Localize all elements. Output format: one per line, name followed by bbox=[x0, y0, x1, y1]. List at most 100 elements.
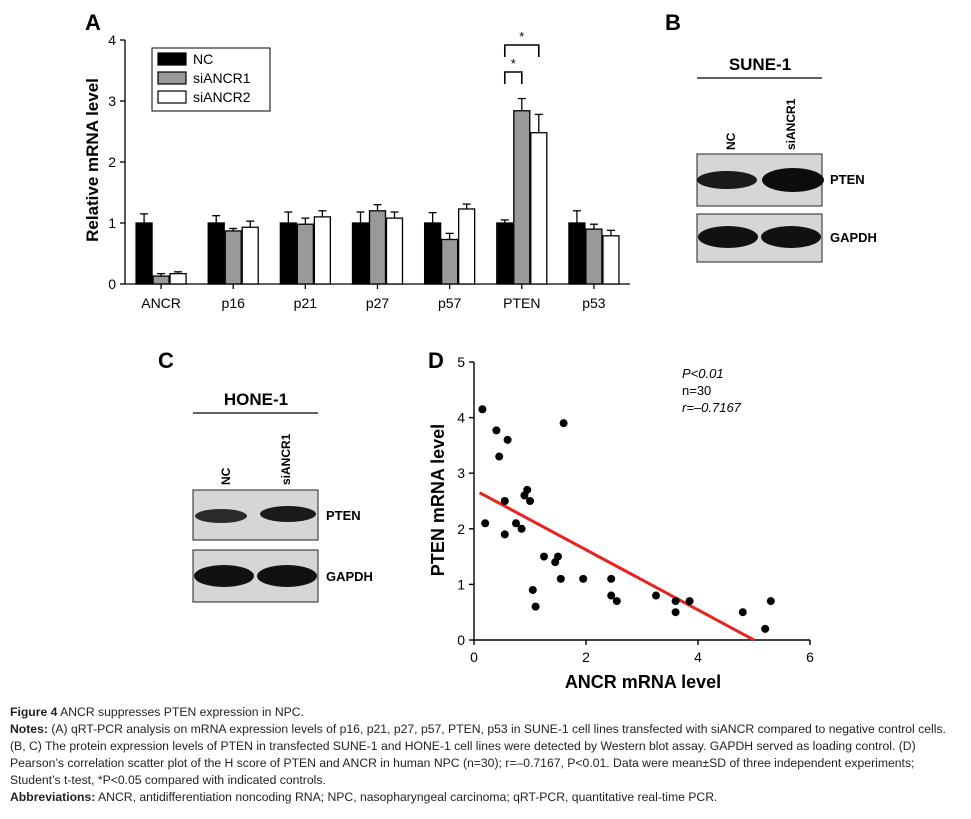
scatter-point bbox=[500, 497, 509, 505]
scatter-point bbox=[671, 597, 680, 606]
scatter-point bbox=[495, 452, 504, 461]
scatter-y-tick-label: 3 bbox=[457, 465, 465, 481]
bar bbox=[296, 223, 315, 285]
scatter-point bbox=[512, 519, 520, 528]
bar bbox=[207, 222, 225, 285]
caption-figure-label: Figure 4 bbox=[10, 705, 58, 719]
bar-x-tick-label: PTEN bbox=[503, 295, 540, 311]
scatter-y-tick-label: 5 bbox=[457, 354, 465, 370]
panel-label-c: C bbox=[158, 348, 174, 373]
bar-x-tick-label: ANCR bbox=[141, 295, 181, 311]
legend-swatch bbox=[157, 52, 187, 66]
blot-b-lane-nc: NC bbox=[724, 132, 738, 150]
blot-b-gapdh-label: GAPDH bbox=[830, 230, 877, 245]
bar-x-tick-label: p16 bbox=[222, 295, 246, 311]
scatter-point bbox=[738, 608, 747, 617]
caption-figure-title: ANCR suppresses PTEN expression in NPC. bbox=[60, 705, 304, 719]
legend-swatch bbox=[157, 90, 187, 104]
blot-c-lane-nc: NC bbox=[219, 467, 233, 485]
scatter-y-axis-label: PTEN mRNA level bbox=[428, 424, 448, 576]
bar bbox=[351, 222, 370, 285]
bar bbox=[585, 228, 603, 285]
scatter-point bbox=[517, 524, 526, 533]
legend-swatch bbox=[157, 71, 187, 85]
significance-bracket-nc-siancr2 bbox=[503, 44, 540, 57]
scatter-y-tick-label: 4 bbox=[457, 410, 465, 426]
blot-c-gapdh-band-nc bbox=[194, 565, 254, 587]
bar bbox=[169, 272, 187, 285]
blot-c-gapdh-band-siancr1 bbox=[257, 565, 317, 587]
blot-c-pten-band-panel bbox=[192, 489, 319, 541]
blot-b-gapdh-band-nc bbox=[698, 226, 758, 248]
scatter-annotation-n: n=30 bbox=[682, 383, 711, 398]
scatter-x-axis-label: ANCR mRNA level bbox=[565, 672, 721, 692]
scatter-y-tick-label: 0 bbox=[457, 632, 465, 648]
bar-y-tick-label: 1 bbox=[108, 215, 116, 231]
bar-y-tick-label: 3 bbox=[108, 93, 116, 109]
scatter-annotation-p: P<0.01 bbox=[682, 366, 724, 381]
scatter-x-tick-label: 2 bbox=[582, 649, 590, 665]
bar bbox=[496, 222, 514, 285]
bar bbox=[368, 210, 387, 285]
caption-title-line: Figure 4 ANCR suppresses PTEN expression… bbox=[10, 704, 960, 721]
bar bbox=[530, 132, 548, 285]
scatter-point bbox=[559, 419, 568, 428]
blot-c-gapdh-band-panel bbox=[192, 549, 319, 603]
bar bbox=[385, 217, 404, 285]
bar-y-tick-label: 4 bbox=[108, 32, 116, 48]
blot-b-gapdh-band-panel bbox=[696, 213, 823, 263]
caption-notes-text: (A) qRT-PCR analysis on mRNA expression … bbox=[10, 722, 946, 787]
scatter-point bbox=[761, 624, 770, 633]
blot-c-lane-siancr1: siANCR1 bbox=[279, 433, 293, 485]
bar bbox=[279, 222, 298, 285]
scatter-point bbox=[554, 552, 562, 561]
bar bbox=[224, 230, 242, 285]
legend-label: siANCR1 bbox=[193, 70, 251, 86]
significance-star: * bbox=[519, 29, 524, 44]
scatter-point bbox=[671, 608, 680, 617]
bar-chart-y-axis-label: Relative mRNA level bbox=[83, 78, 102, 242]
scatter-point bbox=[492, 426, 501, 435]
scatter-point bbox=[500, 530, 509, 539]
scatter-point bbox=[612, 597, 621, 606]
blot-b-gapdh-band-siancr1 bbox=[761, 226, 821, 248]
bar-x-tick-label: p21 bbox=[294, 295, 318, 311]
blot-c-cell-line: HONE-1 bbox=[224, 390, 288, 409]
caption-notes: Notes: (A) qRT-PCR analysis on mRNA expr… bbox=[10, 721, 960, 789]
legend-label: NC bbox=[193, 51, 213, 67]
bar-x-tick-label: p57 bbox=[438, 295, 462, 311]
bar bbox=[440, 238, 459, 285]
scatter-y-tick-label: 1 bbox=[457, 576, 465, 592]
scatter-point bbox=[556, 574, 565, 583]
scatter-plot-panel-d: PTEN mRNA level ANCR mRNA level 0 1 2 3 4 5 0 2… bbox=[428, 354, 814, 692]
caption-abbreviations: Abbreviations: ANCR, antidifferentiation… bbox=[10, 789, 960, 806]
bar-chart-bars bbox=[135, 97, 620, 285]
scatter-x-tick-label: 6 bbox=[806, 649, 814, 665]
figure-caption: Figure 4 ANCR suppresses PTEN expression… bbox=[10, 704, 960, 806]
scatter-point bbox=[540, 552, 548, 561]
caption-notes-label: Notes: bbox=[10, 722, 48, 736]
western-blot-panel-c: HONE-1 NC siANCR1 PTEN GAPDH bbox=[192, 390, 373, 603]
panel-label-b: B bbox=[665, 10, 681, 35]
caption-abbreviations-label: Abbreviations: bbox=[10, 790, 96, 804]
scatter-x-tick-label: 0 bbox=[470, 649, 478, 665]
scatter-point bbox=[766, 597, 775, 606]
significance-brackets: ** bbox=[503, 29, 540, 84]
scatter-point bbox=[531, 602, 540, 611]
caption-abbreviations-text: ANCR, antidifferentiation noncoding RNA;… bbox=[98, 790, 718, 804]
scatter-point bbox=[607, 574, 616, 583]
scatter-point bbox=[503, 435, 512, 444]
scatter-point bbox=[526, 497, 534, 505]
scatter-point bbox=[528, 585, 537, 594]
regression-line bbox=[478, 491, 755, 642]
scatter-point bbox=[607, 591, 616, 600]
scatter-x-tick-label: 4 bbox=[694, 649, 702, 665]
blot-b-pten-band-nc bbox=[697, 171, 757, 189]
bar-chart-legend: NC siANCR1 siANCR2 bbox=[151, 47, 271, 112]
scatter-y-tick-label: 2 bbox=[457, 521, 465, 537]
bar bbox=[513, 110, 531, 285]
scatter-point bbox=[652, 591, 660, 600]
bar bbox=[135, 222, 153, 285]
scatter-point bbox=[481, 519, 490, 528]
bar-x-tick-label: p27 bbox=[366, 295, 390, 311]
